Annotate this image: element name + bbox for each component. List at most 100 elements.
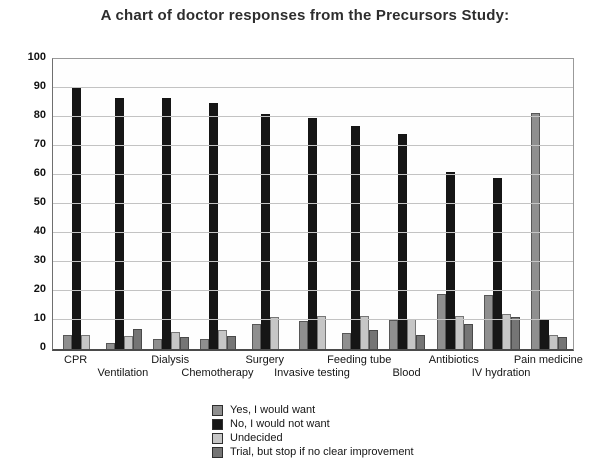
gridline-70 [53, 145, 573, 146]
bar-group-ventilation [100, 59, 147, 349]
bar-yes [153, 338, 163, 349]
gridline-50 [53, 203, 573, 204]
bar-trial [369, 330, 379, 349]
bar-yes [200, 338, 210, 349]
bar-no [261, 114, 271, 349]
legend-label: Undecided [230, 431, 283, 444]
bar-no [540, 320, 550, 349]
legend-label: Yes, I would want [230, 403, 316, 416]
x-label-invasive-testing: Invasive testing [274, 367, 350, 379]
x-label-feeding-tube: Feeding tube [327, 354, 392, 366]
gridline-80 [53, 116, 573, 117]
legend-swatch [212, 418, 223, 430]
bar-yes [436, 293, 446, 349]
bar-trial [463, 324, 473, 349]
bar-undecided [270, 317, 280, 349]
bar-group-blood [384, 59, 431, 349]
y-tick-label-100: 100 [27, 51, 46, 63]
x-label-surgery: Surgery [245, 354, 284, 366]
x-axis-labels: CPR Ventilation Dialysis Chemotherapy Surger… [52, 353, 583, 383]
bar-group-feeding-tube [337, 59, 384, 349]
bar-group-invasive-testing [289, 59, 336, 349]
legend-swatch [212, 404, 223, 416]
y-tick-label-90: 90 [33, 80, 46, 92]
gridline-30 [53, 261, 573, 262]
legend-swatch [212, 432, 223, 444]
legend-row: No, I would not want [212, 417, 414, 431]
bar-groups [53, 59, 573, 349]
bar-no [114, 98, 124, 349]
bar-group-dialysis [148, 59, 195, 349]
bar-yes [299, 321, 309, 349]
x-label-dialysis: Dialysis [151, 354, 190, 366]
bar-yes [389, 320, 399, 349]
bar-yes [531, 112, 541, 349]
bar-undecided [123, 335, 133, 349]
bar-undecided [407, 318, 417, 349]
bar-undecided [317, 315, 327, 349]
gridline-60 [53, 174, 573, 175]
bar-no [308, 118, 318, 349]
bar-yes [63, 334, 73, 349]
x-label-pain-medicine: Pain medicine [513, 354, 583, 366]
y-tick-label-70: 70 [33, 138, 46, 150]
plot-area [52, 58, 574, 351]
x-label-blood: Blood [392, 367, 421, 379]
bar-trial [511, 317, 521, 349]
bar-undecided [549, 334, 559, 349]
bar-no [162, 98, 172, 349]
y-tick-label-30: 30 [33, 254, 46, 266]
legend: Yes, I would want No, I would not want Und… [212, 403, 414, 459]
y-tick-label-40: 40 [33, 225, 46, 237]
x-label-iv-hydration: IV hydration [471, 367, 531, 379]
gridline-90 [53, 87, 573, 88]
bar-undecided [502, 314, 512, 349]
bar-no [351, 125, 361, 349]
bar-group-antibiotics [431, 59, 478, 349]
chart-title: A chart of doctor responses from the Pre… [100, 7, 510, 24]
legend-row: Yes, I would want [212, 403, 414, 417]
x-label-chemotherapy: Chemotherapy [181, 367, 254, 379]
bar-group-surgery [242, 59, 289, 349]
y-tick-label-50: 50 [33, 196, 46, 208]
bar-group-cpr [53, 59, 100, 349]
legend-swatch [212, 446, 223, 458]
bar-undecided [81, 334, 91, 349]
x-label-antibiotics: Antibiotics [428, 354, 479, 366]
bar-group-chemotherapy [195, 59, 242, 349]
bar-undecided [360, 315, 370, 349]
y-tick-label-0: 0 [39, 341, 46, 353]
y-tick-label-20: 20 [33, 283, 46, 295]
gridline-20 [53, 290, 573, 291]
bar-undecided [171, 331, 181, 349]
x-label-ventilation: Ventilation [97, 367, 149, 379]
bar-undecided [454, 315, 464, 349]
gridline-10 [53, 319, 573, 320]
legend-row: Undecided [212, 431, 414, 445]
bar-undecided [218, 330, 228, 349]
legend-row: Trial, but stop if no clear improvement [212, 445, 414, 459]
y-tick-label-60: 60 [33, 167, 46, 179]
bar-no [493, 177, 503, 349]
y-axis: 0 10 20 30 40 50 60 70 80 90 100 [0, 52, 46, 353]
bar-group-pain-medicine [526, 59, 573, 349]
bar-no [72, 88, 82, 349]
bar-no [398, 134, 408, 349]
bar-no [209, 102, 219, 349]
y-tick-label-80: 80 [33, 109, 46, 121]
legend-label: Trial, but stop if no clear improvement [230, 445, 414, 458]
bar-trial [180, 337, 190, 349]
bar-yes [342, 333, 352, 349]
bar-trial [132, 328, 142, 349]
gridline-40 [53, 232, 573, 233]
y-tick-label-10: 10 [33, 312, 46, 324]
bar-group-iv-hydration [478, 59, 525, 349]
bar-trial [558, 337, 568, 349]
legend-label: No, I would not want [230, 417, 330, 430]
bar-trial [227, 335, 237, 349]
bar-yes [252, 324, 262, 349]
bar-trial [416, 334, 426, 349]
bar-yes [484, 295, 494, 349]
x-label-cpr: CPR [64, 354, 88, 366]
